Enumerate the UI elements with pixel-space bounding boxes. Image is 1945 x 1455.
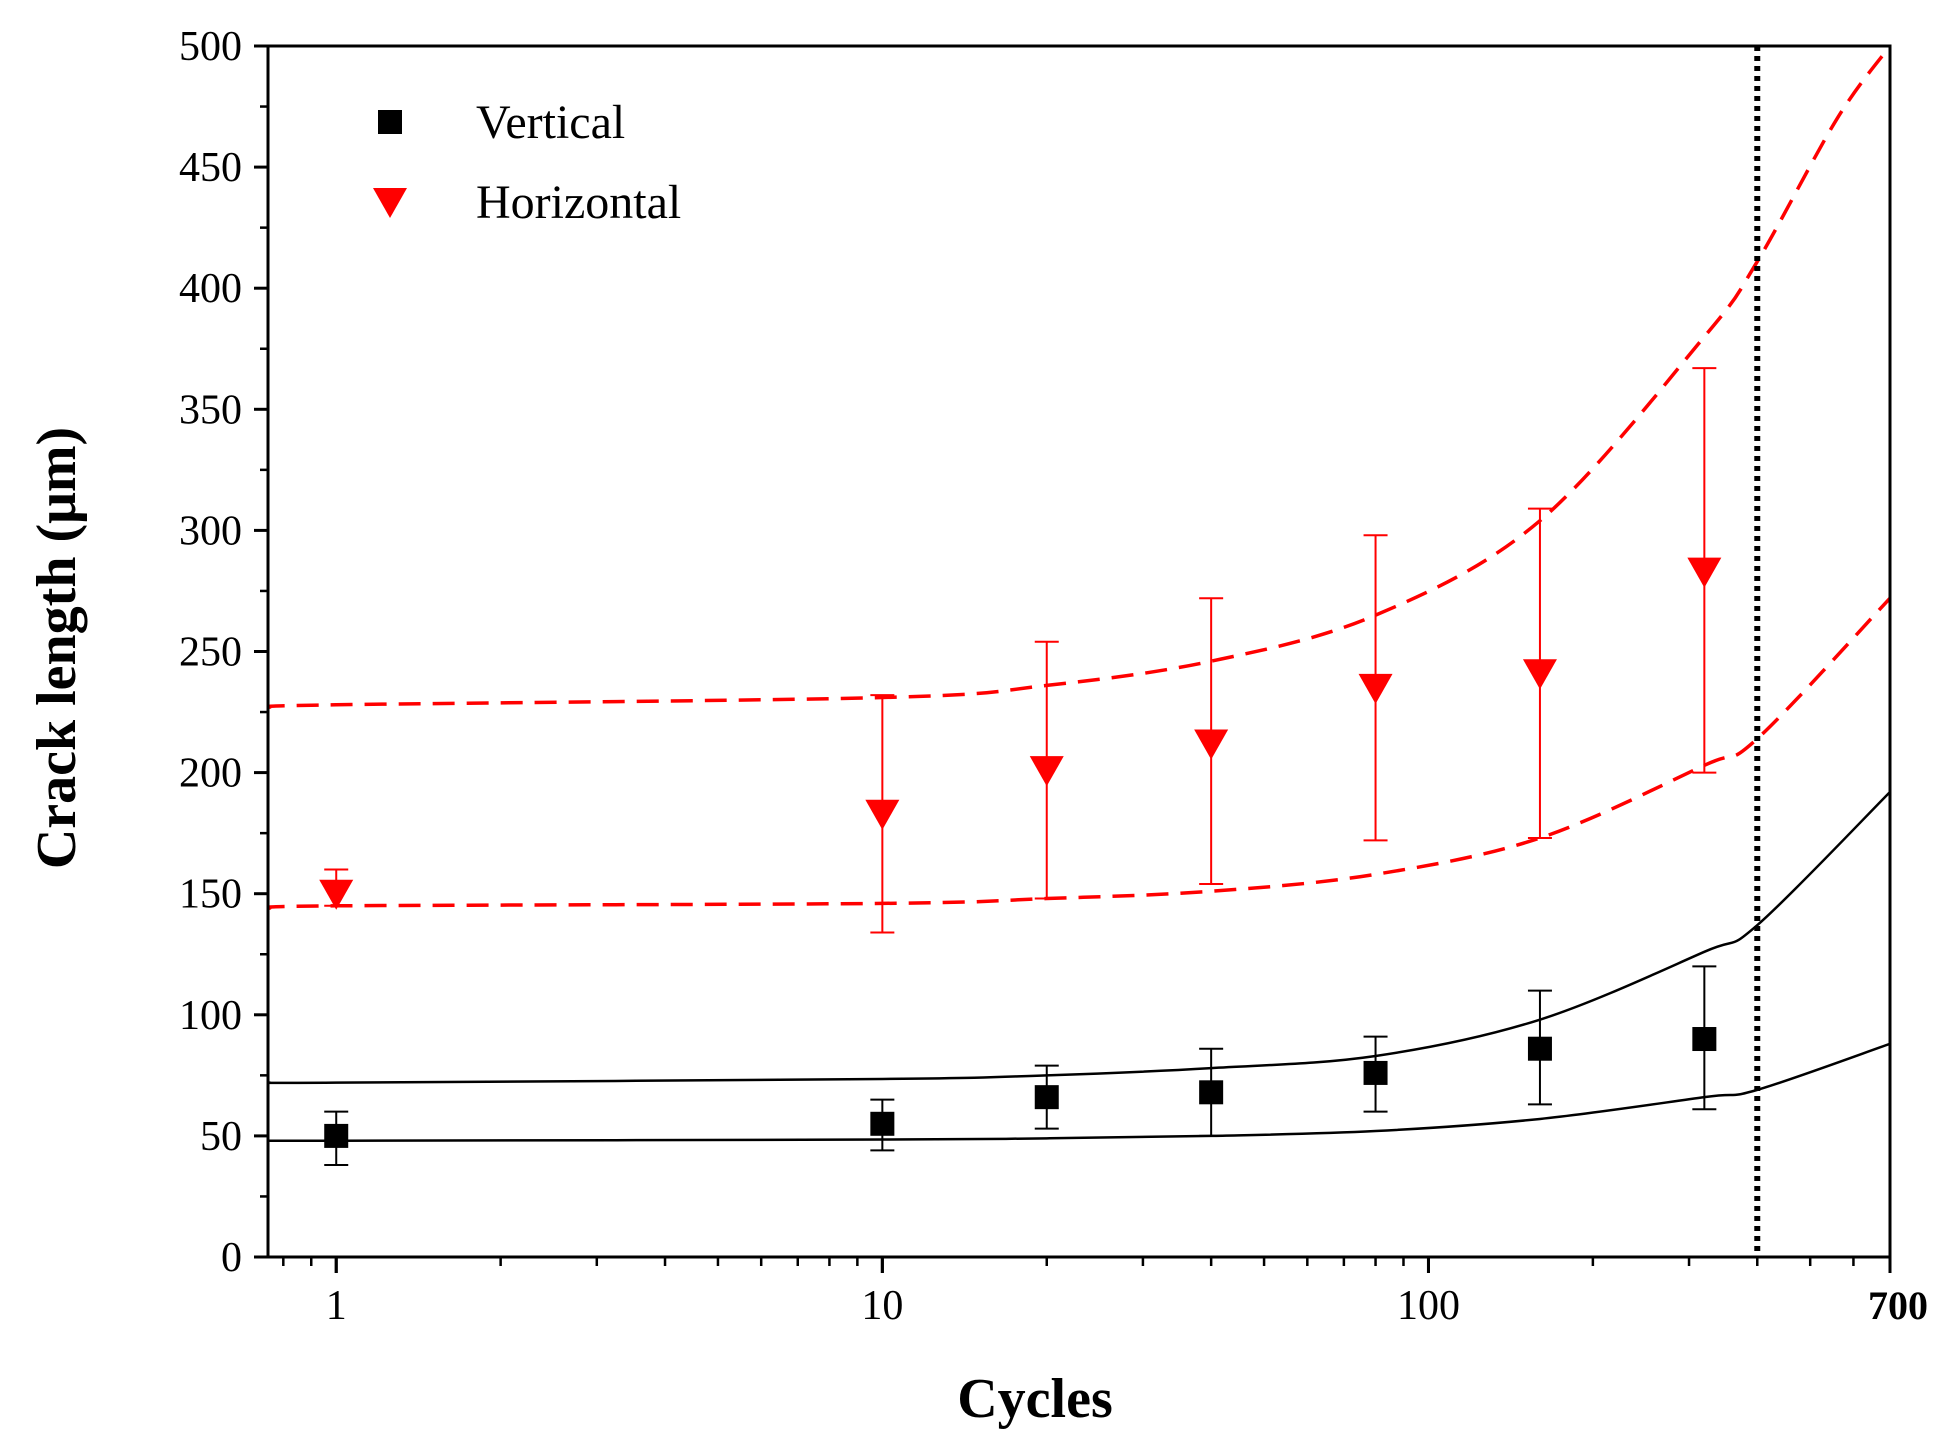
y-tick-label: 350 [179,387,242,433]
data-point-horizontal [1029,756,1064,787]
y-tick-label: 250 [179,630,242,676]
y-tick-label: 500 [179,24,242,70]
legend-marker-vertical [378,110,402,134]
data-point-horizontal [1522,659,1557,690]
fit-curves [268,46,1890,1143]
data-point-horizontal [1687,557,1722,588]
x-tick-label: 1 [326,1283,347,1329]
data-point-horizontal [1194,729,1229,760]
x-tick-label: 700 [1868,1283,1928,1328]
data-point-vertical [1034,1085,1059,1110]
y-axis-title: Crack length (μm) [26,427,88,869]
fit-curve-horizontal-lower-bound [268,597,1890,910]
y-tick-label: 0 [221,1235,242,1281]
axes: 0 50 100 150 200 250 300 350 400 450 500 1 10 100 700 [179,24,1928,1329]
x-tick-label: 100 [1397,1283,1460,1329]
y-tick-label: 400 [179,266,242,312]
data-point-vertical [1692,1027,1717,1052]
data-point-vertical [1363,1060,1388,1085]
y-tick-label: 50 [200,1114,242,1160]
x-axis-title: Cycles [957,1368,1113,1430]
data-point-vertical [870,1111,895,1136]
legend-marker-horizontal [373,188,407,218]
data-point-vertical [1199,1080,1224,1105]
fit-curve-horizontal-upper-bound [268,46,1890,709]
data-point-horizontal [1358,673,1393,704]
y-tick-label: 300 [179,508,242,554]
legend-label-horizontal: Horizontal [476,176,681,229]
y-tick-label: 200 [179,751,242,797]
x-tick-label: 10 [861,1283,903,1329]
y-tick-label: 150 [179,872,242,918]
y-tick-label: 450 [179,145,242,191]
y-tick-label: 100 [179,993,242,1039]
fit-curve-vertical-upper-bound [268,791,1890,1085]
data-point-vertical [1527,1036,1552,1061]
data-point-vertical [324,1123,349,1148]
data-point-horizontal [865,799,900,830]
legend-label-vertical: Vertical [476,96,625,149]
legend: Vertical Horizontal [373,96,681,229]
error-bars [324,367,1717,1166]
data-point-horizontal [319,879,354,910]
data-markers [319,557,1722,1148]
